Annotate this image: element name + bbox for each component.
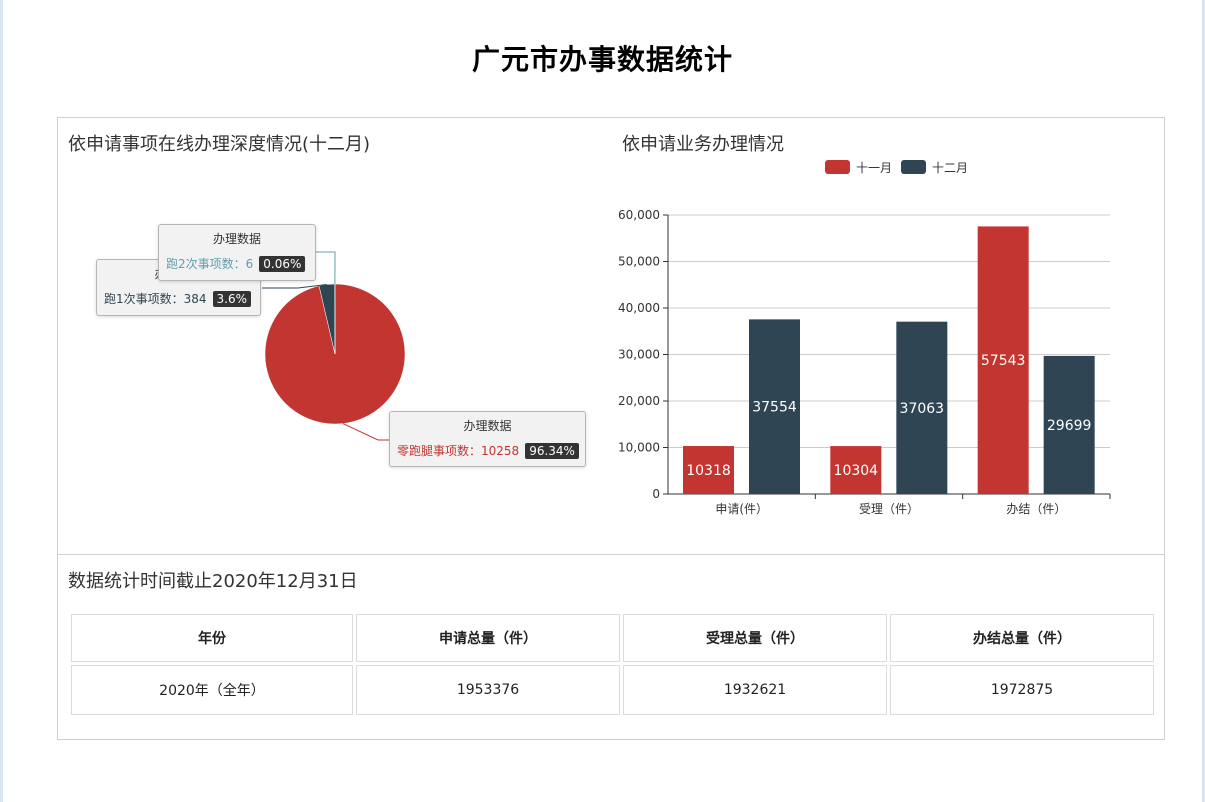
- tooltip-zero-run: 办理数据 零跑腿事项数：10258 96.34%: [389, 411, 586, 467]
- cell-year: 2020年（全年）: [71, 665, 353, 715]
- y-tick-label: 30,000: [618, 348, 660, 362]
- bar[interactable]: [896, 321, 948, 494]
- tooltip-percent: 0.06%: [259, 256, 306, 272]
- cell-applications: 1953376: [356, 665, 620, 715]
- window-edge-right: [1202, 0, 1205, 802]
- table-row: 2020年（全年） 1953376 1932621 1972875: [71, 665, 1154, 715]
- tooltip-percent: 3.6%: [212, 291, 252, 307]
- pie-chart: [262, 251, 406, 441]
- bar-chart: 十一月 十二月 0 10,000 20,000 30,000 40,000 50,000 60,…: [618, 160, 1111, 516]
- section-divider: [58, 554, 1164, 555]
- legend-swatch[interactable]: [901, 160, 926, 174]
- legend-label[interactable]: 十二月: [932, 161, 968, 175]
- page-title: 广元市办事数据统计: [471, 43, 733, 76]
- y-tick-label: 40,000: [618, 301, 660, 315]
- header-year: 年份: [71, 614, 353, 662]
- bar[interactable]: [977, 226, 1029, 494]
- bar-chart-area: 十一月 十二月 0 10,000 20,000 30,000 40,000 50,000 60,…: [610, 148, 1166, 548]
- tooltip-header: 办理数据: [212, 232, 261, 246]
- window-edge-left: [0, 0, 3, 802]
- chart-legend: 十一月 十二月: [825, 160, 968, 175]
- x-tick-label: 申请(件）: [715, 502, 768, 516]
- x-tick-label: 受理（件）: [859, 502, 919, 516]
- tooltip-label: 零跑腿事项数：10258: [397, 444, 520, 458]
- cell-completed: 1972875: [890, 665, 1154, 715]
- bar[interactable]: [683, 446, 734, 494]
- header-accepted: 受理总量（件）: [623, 614, 887, 662]
- bar-value-label: 57543: [981, 353, 1026, 369]
- bar[interactable]: [830, 446, 882, 494]
- table-header-row: 年份 申请总量（件） 受理总量（件） 办结总量（件）: [71, 614, 1154, 662]
- cell-accepted: 1932621: [623, 665, 887, 715]
- pie-chart-title: 依申请事项在线办理深度情况(十二月): [68, 134, 371, 155]
- bar-value-label: 37554: [752, 400, 797, 416]
- y-tick-label: 20,000: [618, 394, 660, 408]
- header-applications: 申请总量（件）: [356, 614, 620, 662]
- pie-chart-area: 办理数据 跑1次事项数：384 3.6% 办理数据 跑2次事项数：6 0.06% 办…: [58, 118, 618, 548]
- pie-leader-line: [342, 423, 389, 441]
- bar-value-label: 10318: [686, 463, 731, 479]
- header-completed: 办结总量（件）: [890, 614, 1154, 662]
- y-tick-label: 50,000: [618, 255, 660, 269]
- pie-leader-line: [316, 251, 336, 285]
- tooltip-header: 办理数据: [463, 419, 512, 433]
- tooltip-percent: 96.34%: [525, 443, 579, 459]
- bar-value-label: 29699: [1047, 418, 1092, 434]
- x-tick-label: 办结（件）: [1006, 501, 1066, 516]
- tooltip-label: 跑1次事项数：384: [104, 292, 207, 306]
- bar[interactable]: [749, 319, 800, 494]
- stats-table: 年份 申请总量（件） 受理总量（件） 办结总量（件） 2020年（全年） 195…: [68, 611, 1157, 718]
- y-tick-label: 60,000: [618, 208, 660, 222]
- legend-swatch[interactable]: [825, 160, 850, 174]
- y-tick-label: 0: [652, 487, 660, 501]
- bar-value-label: 10304: [834, 463, 879, 479]
- bar-value-label: 37063: [900, 401, 945, 417]
- table-title: 数据统计时间截止2020年12月31日: [68, 571, 358, 592]
- bar-chart-title: 依申请业务办理情况: [622, 134, 784, 155]
- dashboard-panel: 依申请事项在线办理深度情况(十二月) 依申请业务办理情况 办理数据 跑1次事项数…: [57, 117, 1165, 740]
- tooltip-label: 跑2次事项数：6: [166, 257, 254, 271]
- legend-label[interactable]: 十一月: [856, 161, 892, 175]
- tooltip-run2: 办理数据 跑2次事项数：6 0.06%: [158, 224, 316, 281]
- y-tick-label: 10,000: [618, 441, 660, 455]
- pie-leader-line: [262, 283, 327, 289]
- bar[interactable]: [1043, 355, 1095, 494]
